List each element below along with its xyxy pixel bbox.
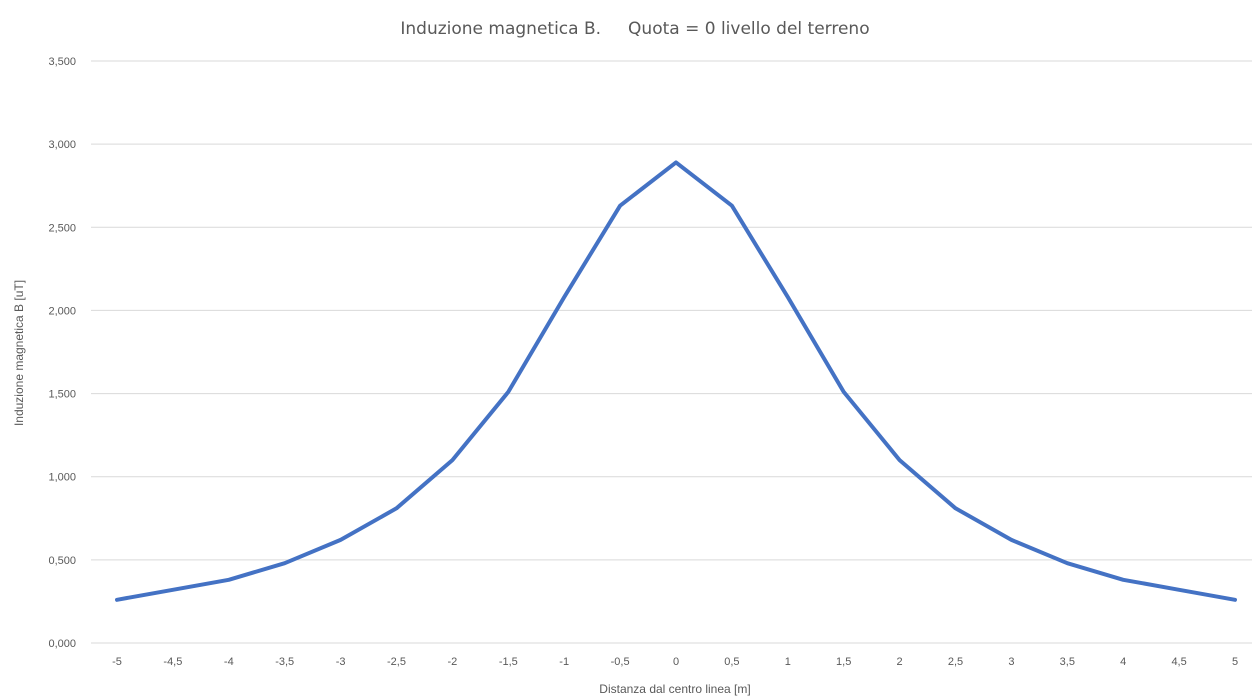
y-axis-label: Induzione magnetica B [uT] [12,280,26,426]
x-tick-label: 0 [673,656,679,668]
x-tick-label: -1 [559,656,569,668]
x-tick-label: 1,5 [836,656,851,668]
x-tick-label: -4,5 [163,656,182,668]
x-tick-label: -0,5 [611,656,630,668]
y-tick-label: 0,500 [48,555,76,567]
chart-title: Induzione magnetica B. Quota = 0 livello… [400,19,869,39]
y-tick-label: 2,500 [48,222,76,234]
y-tick-label: 1,500 [48,389,76,401]
x-tick-label: 3 [1008,656,1014,668]
x-tick-label: 4,5 [1171,656,1186,668]
x-axis-ticks: -5 -4,5 -4 -3,5 -3 -2,5 -2 -1,5 -1 -0,5 0 0,5 1 1,5 2 2… [112,656,1238,668]
x-tick-label: 2 [897,656,903,668]
x-tick-label: -5 [112,656,122,668]
x-tick-label: 2,5 [948,656,963,668]
y-tick-label: 0,000 [48,638,76,650]
y-tick-label: 3,500 [48,56,76,68]
x-tick-label: 4 [1120,656,1126,668]
y-axis-ticks: 0,000 0,500 1,000 1,500 2,000 2,500 3,000 3,500 [48,56,76,650]
y-tick-label: 2,000 [48,305,76,317]
x-tick-label: 3,5 [1060,656,1075,668]
x-axis-label: Distanza dal centro linea [m] [599,682,750,696]
x-tick-label: 1 [785,656,791,668]
x-tick-label: -3,5 [275,656,294,668]
series-layer [115,160,1237,602]
y-tick-label: 3,000 [48,139,76,151]
gridlines [91,60,1252,644]
x-tick-label: -1,5 [499,656,518,668]
x-tick-label: -3 [336,656,346,668]
series-line [115,160,1237,602]
x-tick-label: -2,5 [387,656,406,668]
x-tick-label: -4 [224,656,234,668]
x-tick-label: 5 [1232,656,1238,668]
y-tick-label: 1,000 [48,472,76,484]
x-tick-label: -2 [448,656,458,668]
x-tick-label: 0,5 [724,656,739,668]
